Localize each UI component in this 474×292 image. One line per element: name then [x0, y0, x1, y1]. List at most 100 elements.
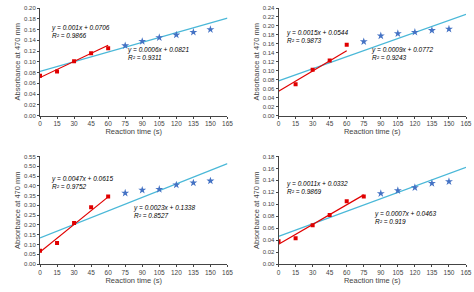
svg-text:Absorbance at 470 mm: Absorbance at 470 mm	[13, 23, 22, 101]
svg-text:0.06: 0.06	[263, 86, 275, 92]
svg-text:0.10: 0.10	[24, 59, 36, 65]
svg-text:150: 150	[444, 269, 455, 276]
svg-text:0.55: 0.55	[24, 154, 36, 160]
svg-text:60: 60	[105, 269, 113, 276]
svg-text:0.02: 0.02	[263, 249, 275, 255]
svg-text:0.18: 0.18	[263, 154, 275, 160]
svg-text:0.08: 0.08	[24, 70, 36, 76]
svg-text:y = 0.0047x + 0.0615R² = 0.975: y = 0.0047x + 0.0615R² = 0.9752	[51, 175, 113, 190]
svg-text:60: 60	[105, 120, 113, 127]
svg-text:Absorbance at 470 mm: Absorbance at 470 mm	[13, 171, 22, 249]
svg-text:135: 135	[188, 269, 199, 276]
svg-text:0.20: 0.20	[24, 5, 36, 11]
svg-text:75: 75	[360, 269, 368, 276]
svg-text:165: 165	[222, 269, 233, 276]
svg-text:0.20: 0.20	[24, 222, 36, 228]
svg-text:15: 15	[53, 269, 61, 276]
svg-text:60: 60	[343, 269, 351, 276]
svg-text:0: 0	[277, 269, 281, 276]
svg-text:0.35: 0.35	[24, 193, 36, 199]
svg-text:Absorbance at 470 mm: Absorbance at 470 mm	[252, 23, 261, 101]
svg-text:0.04: 0.04	[263, 95, 275, 101]
svg-text:75: 75	[360, 120, 368, 127]
svg-text:0.14: 0.14	[263, 177, 275, 183]
svg-text:75: 75	[122, 120, 130, 127]
svg-text:0.00: 0.00	[24, 113, 36, 119]
svg-text:150: 150	[205, 120, 216, 127]
svg-text:0.18: 0.18	[263, 32, 275, 38]
svg-text:0.18: 0.18	[24, 16, 36, 22]
svg-text:165: 165	[461, 269, 472, 276]
svg-text:120: 120	[171, 120, 182, 127]
svg-text:105: 105	[154, 269, 165, 276]
svg-text:0.24: 0.24	[263, 5, 275, 11]
svg-text:30: 30	[309, 120, 317, 127]
svg-text:0.12: 0.12	[263, 59, 275, 65]
svg-text:135: 135	[188, 120, 199, 127]
svg-text:0.08: 0.08	[263, 213, 275, 219]
svg-text:45: 45	[326, 269, 334, 276]
svg-text:0.02: 0.02	[263, 104, 275, 110]
svg-text:y = 0.0006x + 0.0821R² = 0.931: y = 0.0006x + 0.0821R² = 0.9311	[127, 46, 189, 61]
svg-text:30: 30	[70, 120, 78, 127]
svg-text:30: 30	[70, 269, 78, 276]
svg-text:0.00: 0.00	[24, 261, 36, 267]
svg-text:135: 135	[426, 120, 437, 127]
svg-text:45: 45	[88, 120, 96, 127]
svg-text:15: 15	[292, 120, 300, 127]
svg-text:0.04: 0.04	[263, 237, 275, 243]
svg-text:120: 120	[409, 269, 420, 276]
svg-text:y = 0.001x + 0.0706R² = 0.9866: y = 0.001x + 0.0706R² = 0.9866	[51, 24, 110, 39]
svg-text:Reaction time (s): Reaction time (s)	[344, 127, 401, 136]
svg-text:0.04: 0.04	[24, 91, 36, 97]
svg-text:0.30: 0.30	[24, 202, 36, 208]
svg-text:0.45: 0.45	[24, 173, 36, 179]
svg-text:Reaction time (s): Reaction time (s)	[105, 127, 162, 136]
svg-text:y = 0.0007x + 0.0463R² = 0.919: y = 0.0007x + 0.0463R² = 0.919	[374, 210, 436, 225]
svg-text:150: 150	[444, 120, 455, 127]
svg-text:0.14: 0.14	[263, 50, 275, 56]
svg-text:0.22: 0.22	[263, 14, 275, 20]
svg-text:165: 165	[461, 120, 472, 127]
svg-text:0: 0	[38, 120, 42, 127]
svg-text:150: 150	[205, 269, 216, 276]
svg-text:Reaction time (s): Reaction time (s)	[105, 276, 162, 285]
svg-text:y = 0.0011x + 0.0332R² = 0.986: y = 0.0011x + 0.0332R² = 0.9869	[286, 180, 348, 195]
svg-text:0.10: 0.10	[24, 242, 36, 248]
svg-text:105: 105	[154, 120, 165, 127]
svg-text:y = 0.0009x + 0.0772R² = 0.924: y = 0.0009x + 0.0772R² = 0.9243	[371, 46, 433, 61]
svg-text:0.00: 0.00	[263, 261, 275, 267]
svg-text:0.06: 0.06	[24, 80, 36, 86]
svg-text:75: 75	[122, 269, 130, 276]
svg-text:0.25: 0.25	[24, 212, 36, 218]
svg-text:0.05: 0.05	[24, 251, 36, 257]
svg-text:Reaction time (s): Reaction time (s)	[344, 276, 401, 285]
svg-text:0.40: 0.40	[24, 183, 36, 189]
svg-text:30: 30	[309, 269, 317, 276]
svg-text:0.14: 0.14	[24, 37, 36, 43]
svg-text:165: 165	[222, 120, 233, 127]
svg-text:0.16: 0.16	[263, 166, 275, 172]
svg-text:0.16: 0.16	[24, 27, 36, 33]
svg-text:0.12: 0.12	[24, 48, 36, 54]
svg-text:0.12: 0.12	[263, 189, 275, 195]
svg-text:15: 15	[53, 120, 61, 127]
svg-text:90: 90	[139, 120, 147, 127]
svg-text:90: 90	[139, 269, 147, 276]
svg-text:105: 105	[392, 269, 403, 276]
svg-text:90: 90	[377, 269, 385, 276]
svg-text:Absorbance at 470 mm: Absorbance at 470 mm	[252, 171, 261, 249]
svg-text:0.15: 0.15	[24, 232, 36, 238]
svg-text:0.16: 0.16	[263, 41, 275, 47]
svg-text:60: 60	[343, 120, 351, 127]
svg-text:120: 120	[409, 120, 420, 127]
svg-text:0.10: 0.10	[263, 68, 275, 74]
svg-text:0: 0	[38, 269, 42, 276]
svg-text:90: 90	[377, 120, 385, 127]
svg-text:0.06: 0.06	[263, 225, 275, 231]
svg-text:0.10: 0.10	[263, 201, 275, 207]
svg-text:105: 105	[392, 120, 403, 127]
svg-text:y = 0.0023x + 0.1338R² = 0.852: y = 0.0023x + 0.1338R² = 0.8527	[133, 204, 195, 219]
svg-text:y = 0.0015x + 0.0544R² = 0.987: y = 0.0015x + 0.0544R² = 0.9873	[286, 29, 348, 44]
svg-text:15: 15	[292, 269, 300, 276]
